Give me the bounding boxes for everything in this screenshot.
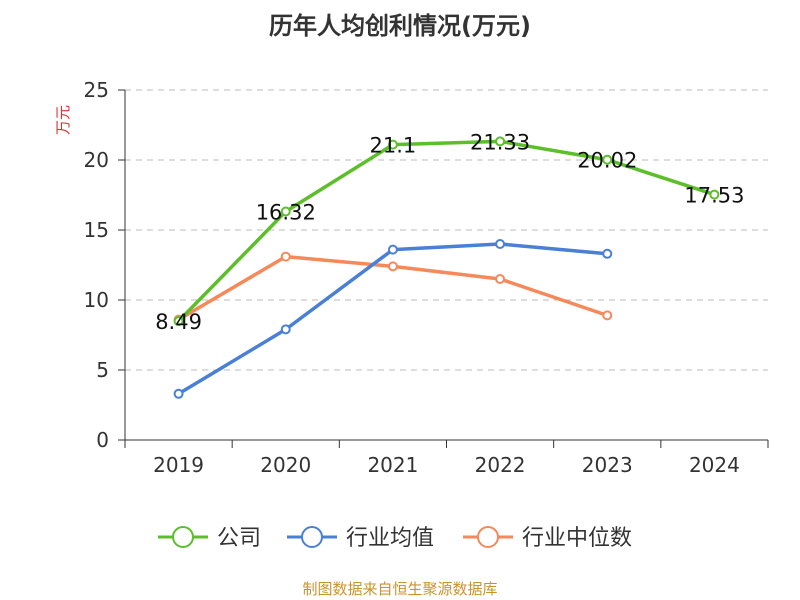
data-label: 16.32 xyxy=(256,201,316,225)
y-axis-label: 万元 xyxy=(54,105,72,135)
data-point xyxy=(387,139,398,150)
data-point xyxy=(280,251,291,262)
x-tick-label: 2021 xyxy=(367,453,418,477)
data-point xyxy=(602,154,613,165)
chart-title: 历年人均创利情况(万元) xyxy=(269,12,531,40)
data-point xyxy=(602,248,613,259)
data-point xyxy=(387,244,398,255)
data-label: 20.02 xyxy=(577,149,637,173)
y-tick-label: 25 xyxy=(84,78,109,102)
data-label: 21.1 xyxy=(370,134,417,158)
data-point xyxy=(173,388,184,399)
data-label: 17.53 xyxy=(684,184,744,208)
y-tick-label: 20 xyxy=(84,148,109,172)
data-point xyxy=(709,189,720,200)
legend-label: 公司 xyxy=(217,526,261,551)
x-tick-label: 2024 xyxy=(689,453,740,477)
y-tick-label: 10 xyxy=(84,288,109,312)
legend-marker xyxy=(301,526,323,548)
data-point xyxy=(280,324,291,335)
y-tick-label: 0 xyxy=(96,428,109,452)
y-tick-label: 5 xyxy=(96,358,109,382)
legend-marker xyxy=(172,526,194,548)
x-tick-label: 2023 xyxy=(582,453,633,477)
data-label: 21.33 xyxy=(470,130,530,154)
y-tick-label: 15 xyxy=(84,218,109,242)
data-point xyxy=(495,274,506,284)
legend-label: 行业中位数 xyxy=(522,526,632,551)
legend-label: 行业均值 xyxy=(346,526,434,551)
data-point xyxy=(495,239,506,249)
series-line xyxy=(176,139,717,323)
data-point xyxy=(495,136,506,147)
data-source-note: 制图数据来自恒生聚源数据库 xyxy=(302,580,498,598)
data-label: 8.49 xyxy=(155,310,202,334)
data-point xyxy=(280,206,291,217)
data-point xyxy=(387,261,398,272)
x-tick-label: 2022 xyxy=(475,453,526,477)
data-point xyxy=(173,316,184,327)
data-point xyxy=(602,310,613,321)
x-tick-label: 2019 xyxy=(153,453,204,477)
legend-marker xyxy=(477,526,499,548)
x-tick-label: 2020 xyxy=(260,453,311,477)
